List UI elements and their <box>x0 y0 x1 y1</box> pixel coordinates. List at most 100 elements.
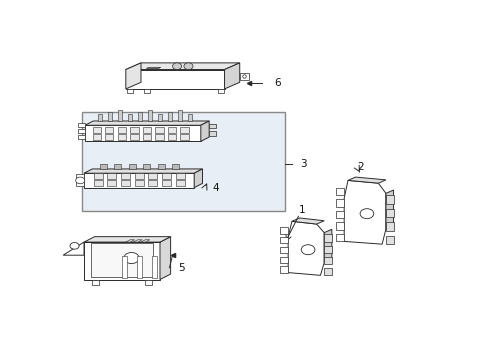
Polygon shape <box>209 123 216 129</box>
Bar <box>180 134 189 140</box>
Polygon shape <box>386 222 393 231</box>
Circle shape <box>360 209 374 219</box>
Polygon shape <box>194 169 202 188</box>
Polygon shape <box>280 266 288 273</box>
Polygon shape <box>126 69 224 89</box>
Text: 6: 6 <box>274 77 281 87</box>
Polygon shape <box>91 243 153 277</box>
Polygon shape <box>336 199 344 207</box>
Polygon shape <box>386 195 393 204</box>
Bar <box>180 127 189 133</box>
Polygon shape <box>78 123 85 127</box>
Polygon shape <box>280 228 288 234</box>
Text: 5: 5 <box>178 263 184 273</box>
Bar <box>130 134 139 140</box>
Polygon shape <box>168 112 172 121</box>
Bar <box>121 180 130 186</box>
Polygon shape <box>240 73 249 80</box>
Polygon shape <box>84 242 160 279</box>
Text: 4: 4 <box>212 183 219 193</box>
Polygon shape <box>126 63 141 89</box>
Polygon shape <box>126 240 135 242</box>
Circle shape <box>172 63 182 69</box>
Polygon shape <box>144 89 150 93</box>
Text: 1: 1 <box>298 205 305 215</box>
Polygon shape <box>336 234 344 242</box>
Polygon shape <box>348 177 386 183</box>
Polygon shape <box>201 121 209 141</box>
Polygon shape <box>280 257 288 263</box>
Polygon shape <box>386 236 393 244</box>
Bar <box>155 127 164 133</box>
Polygon shape <box>344 180 386 244</box>
Bar <box>135 180 144 186</box>
Bar <box>137 256 142 278</box>
Polygon shape <box>84 173 194 188</box>
Polygon shape <box>324 268 332 275</box>
Polygon shape <box>118 109 122 121</box>
Bar <box>145 279 152 284</box>
Polygon shape <box>324 229 332 262</box>
Polygon shape <box>148 109 152 121</box>
Text: 3: 3 <box>300 159 306 169</box>
Bar <box>148 180 157 186</box>
Bar <box>143 127 151 133</box>
Polygon shape <box>336 222 344 230</box>
Polygon shape <box>386 209 393 217</box>
Bar <box>162 173 171 179</box>
Bar <box>100 164 107 169</box>
Polygon shape <box>98 114 102 121</box>
Bar <box>114 164 121 169</box>
Polygon shape <box>128 114 132 121</box>
Text: 2: 2 <box>357 162 364 172</box>
Polygon shape <box>324 246 332 253</box>
Polygon shape <box>324 234 332 242</box>
Bar <box>94 180 102 186</box>
Polygon shape <box>84 169 202 173</box>
Bar <box>130 127 139 133</box>
Polygon shape <box>76 181 84 186</box>
Polygon shape <box>160 237 171 279</box>
Polygon shape <box>288 221 324 275</box>
Bar <box>175 180 185 186</box>
Polygon shape <box>158 114 162 121</box>
Circle shape <box>124 252 139 264</box>
Polygon shape <box>386 190 393 229</box>
Polygon shape <box>188 114 193 121</box>
Bar <box>118 127 126 133</box>
Polygon shape <box>84 237 171 242</box>
Bar <box>152 256 157 278</box>
Polygon shape <box>336 211 344 218</box>
Polygon shape <box>178 109 182 121</box>
Bar <box>143 134 151 140</box>
Bar <box>148 173 157 179</box>
Polygon shape <box>126 63 240 69</box>
Bar <box>155 134 164 140</box>
Bar <box>175 173 185 179</box>
Polygon shape <box>141 240 150 242</box>
Polygon shape <box>209 131 216 136</box>
Polygon shape <box>78 135 85 139</box>
Bar <box>172 164 179 169</box>
Bar <box>82 112 285 211</box>
Bar <box>118 134 126 140</box>
Bar <box>107 173 116 179</box>
Polygon shape <box>133 240 142 242</box>
Bar <box>92 279 99 284</box>
Polygon shape <box>280 247 288 253</box>
Bar <box>162 180 171 186</box>
Bar <box>121 173 130 179</box>
Polygon shape <box>324 257 332 264</box>
Polygon shape <box>138 112 143 121</box>
Polygon shape <box>76 174 84 179</box>
Bar <box>158 164 165 169</box>
Polygon shape <box>280 237 288 243</box>
Polygon shape <box>218 89 224 93</box>
Bar <box>168 134 176 140</box>
Polygon shape <box>224 63 240 89</box>
Bar <box>93 127 101 133</box>
Bar <box>143 164 150 169</box>
Bar <box>94 173 102 179</box>
Polygon shape <box>108 112 112 121</box>
Bar <box>105 134 114 140</box>
